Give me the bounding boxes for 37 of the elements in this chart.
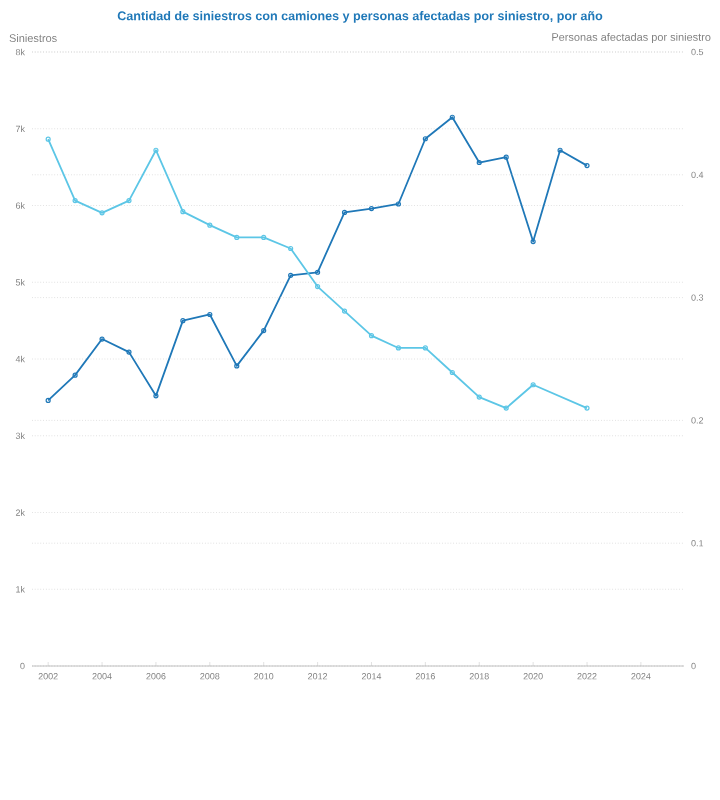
point — [153, 147, 159, 153]
point — [341, 308, 348, 314]
point — [99, 336, 105, 342]
point — [476, 394, 482, 400]
point — [180, 209, 186, 215]
point — [422, 136, 428, 142]
point — [72, 197, 78, 204]
point — [261, 328, 267, 334]
point — [315, 269, 321, 275]
point — [449, 369, 455, 376]
point — [180, 318, 186, 324]
point — [476, 159, 482, 166]
point — [557, 147, 563, 153]
point — [207, 222, 213, 228]
point — [503, 154, 509, 160]
point — [234, 234, 240, 241]
point — [261, 234, 267, 241]
point — [126, 197, 132, 204]
point — [530, 382, 536, 388]
point — [126, 349, 132, 355]
point — [288, 272, 294, 278]
point — [288, 245, 294, 252]
point — [315, 283, 321, 290]
point — [207, 311, 213, 318]
point — [234, 363, 240, 369]
point — [395, 201, 402, 207]
point — [72, 372, 78, 378]
point — [368, 205, 375, 212]
point — [530, 238, 536, 245]
point — [395, 345, 402, 351]
point — [503, 405, 509, 411]
point — [341, 209, 348, 216]
point — [368, 333, 375, 339]
point — [153, 393, 159, 399]
point — [99, 210, 105, 216]
point — [449, 114, 455, 120]
point — [422, 345, 428, 351]
